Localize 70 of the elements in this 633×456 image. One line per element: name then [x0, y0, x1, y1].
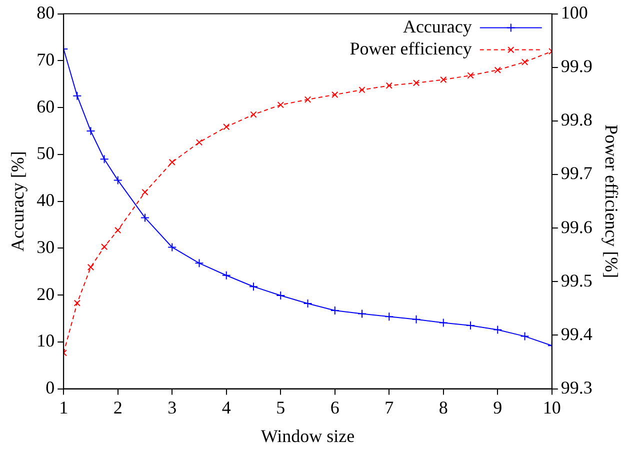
y2-tick-label: 99.3 — [560, 378, 592, 398]
y-tick-label: 50 — [36, 143, 55, 164]
point — [493, 325, 502, 334]
y2-tick-label: 99.6 — [560, 216, 592, 237]
x-axis-title: Window size — [260, 426, 355, 446]
x-tick-label: 10 — [542, 397, 561, 418]
point — [72, 91, 82, 100]
legend-label: Accuracy — [402, 16, 472, 37]
x-tick-label: 9 — [493, 397, 502, 418]
y-tick-label: 10 — [36, 330, 55, 351]
y2-tick-label: 99.8 — [560, 110, 592, 130]
y-axis-title: Accuracy [%] — [8, 151, 28, 252]
x-tick-label: 7 — [384, 397, 394, 418]
point — [222, 270, 231, 280]
y-tick-label: 20 — [36, 284, 55, 304]
point — [386, 82, 392, 89]
point — [223, 124, 230, 130]
x-tick-label: 5 — [276, 397, 286, 418]
x-tick-label: 1 — [59, 397, 68, 418]
legend-label: Power efficiency — [350, 38, 472, 59]
point — [276, 291, 286, 300]
point — [466, 321, 476, 330]
point — [114, 226, 122, 234]
point — [521, 58, 528, 66]
point — [86, 126, 96, 136]
point — [438, 318, 448, 328]
x-tick-label: 3 — [168, 397, 177, 418]
point — [358, 86, 366, 94]
y2-tick-label: 99.9 — [560, 56, 592, 76]
point — [168, 158, 176, 166]
point — [74, 300, 80, 306]
point — [440, 76, 447, 84]
y-tick-label: 0 — [46, 378, 55, 398]
point — [87, 264, 94, 271]
point — [277, 102, 284, 108]
x-tick-label: 2 — [113, 397, 122, 418]
point — [100, 154, 109, 164]
x-tick-label: 8 — [438, 397, 448, 418]
point — [142, 188, 148, 196]
point — [412, 314, 421, 324]
point — [250, 111, 257, 118]
point — [303, 298, 312, 308]
point — [140, 213, 150, 222]
point — [412, 80, 420, 86]
y-tick-label: 60 — [36, 96, 55, 116]
y2-tick-label: 100 — [560, 2, 588, 23]
point — [304, 96, 312, 103]
x-tick-label: 4 — [222, 397, 231, 418]
point — [248, 282, 258, 292]
point — [467, 72, 474, 79]
point — [384, 312, 394, 322]
point — [494, 66, 501, 74]
y2-axis-title: Power efficiency [%] — [601, 124, 622, 278]
x-tick-label: 6 — [330, 397, 340, 418]
point — [168, 242, 177, 252]
point — [358, 309, 367, 318]
point — [194, 258, 204, 268]
y2-tick-label: 99.4 — [560, 324, 592, 344]
y2-tick-label: 99.5 — [560, 270, 592, 290]
point — [520, 332, 530, 341]
y2-tick-label: 99.7 — [560, 163, 592, 184]
point — [113, 176, 122, 185]
point — [100, 244, 108, 250]
point — [330, 306, 340, 316]
point — [332, 91, 338, 98]
y-tick-label: 40 — [36, 190, 55, 210]
point — [196, 139, 203, 146]
y-tick-label: 30 — [36, 236, 55, 257]
y-tick-label: 80 — [36, 2, 55, 23]
y-tick-label: 70 — [36, 49, 55, 70]
